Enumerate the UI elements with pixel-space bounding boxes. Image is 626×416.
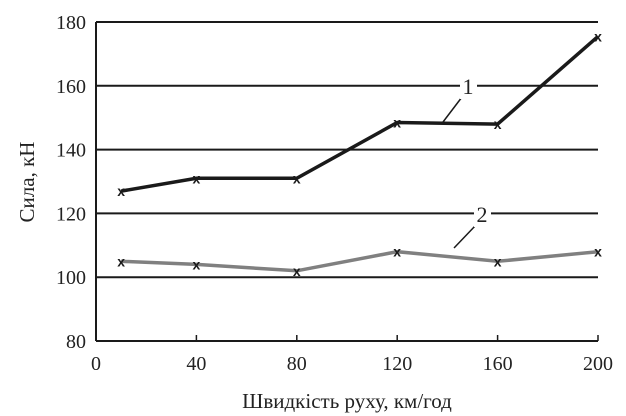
series-2-label: 2	[477, 202, 488, 227]
x-tick-120: 120	[382, 353, 412, 375]
series-1-label-bg	[460, 77, 477, 99]
series-labels: 12	[442, 74, 491, 249]
series-1-point: x	[293, 170, 301, 186]
y-tick-80: 80	[66, 331, 86, 353]
y-tick-140: 140	[56, 140, 86, 162]
y-axis-title: Сила, кН	[15, 142, 39, 223]
y-tick-180: 180	[56, 12, 86, 34]
series-2-point: x	[193, 256, 201, 272]
series-2-point: x	[594, 244, 602, 260]
axes	[95, 22, 598, 342]
series-1-label: 1	[463, 74, 474, 99]
y-tick-120: 120	[56, 203, 86, 225]
series-1-point: x	[494, 116, 502, 132]
x-tick-160: 160	[483, 353, 513, 375]
series-1-leader	[442, 96, 463, 123]
x-tick-0: 0	[91, 353, 101, 375]
series-group: x x x x x x x x x x x x	[117, 28, 602, 278]
series-2-label-bg	[474, 205, 491, 227]
series-1-point: x	[193, 170, 201, 186]
x-tick-80: 80	[287, 353, 307, 375]
x-tick-labels: 0 40 80 120 160 200	[91, 335, 613, 375]
series-2-point: x	[117, 253, 125, 269]
x-axis-title: Швидкість руху, км/год	[242, 389, 452, 413]
series-2-point: x	[494, 253, 502, 269]
series-1-point: x	[117, 183, 125, 199]
series-2-point: x	[393, 244, 401, 260]
series-2-line	[121, 249, 599, 273]
series-1-point: x	[594, 28, 602, 44]
series-1-point: x	[393, 114, 401, 130]
series-2-point: x	[293, 263, 301, 279]
y-tick-100: 100	[56, 267, 86, 289]
series-1-line	[120, 35, 600, 193]
y-tick-160: 160	[56, 76, 86, 98]
y-tick-labels: 80 100 120 140 160 180	[56, 12, 86, 353]
x-tick-40: 40	[186, 353, 206, 375]
x-tick-200: 200	[583, 353, 613, 375]
series-2-leader	[453, 224, 477, 249]
